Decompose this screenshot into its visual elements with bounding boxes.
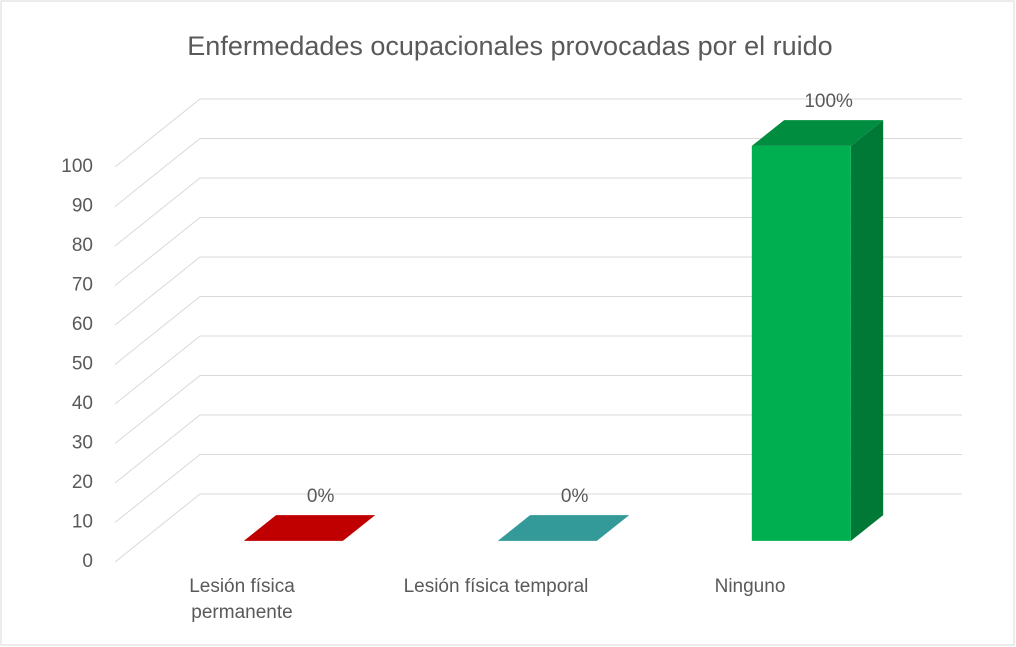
bar-front — [751, 145, 851, 541]
y-tick-label: 100 — [61, 156, 93, 177]
grid-line — [114, 98, 962, 168]
grid-line — [114, 296, 962, 365]
grid-line — [114, 454, 962, 523]
y-tick-label: 20 — [72, 472, 93, 493]
value-label: 100% — [804, 91, 853, 112]
bar-top — [497, 515, 630, 541]
x-tick-label: Lesión física temporal — [403, 576, 589, 597]
y-tick-label: 90 — [72, 196, 93, 217]
grid-line — [114, 256, 962, 326]
y-tick-label: 10 — [72, 512, 93, 533]
x-tick-label: Ninguno — [714, 576, 786, 597]
y-tick-label: 30 — [72, 433, 93, 454]
grid-line — [114, 335, 962, 405]
y-tick-label: 50 — [72, 354, 93, 375]
y-tick-label: 0 — [82, 551, 93, 572]
y-tick-label: 80 — [72, 235, 93, 256]
value-label: 0% — [307, 486, 335, 507]
grid-line — [114, 375, 962, 444]
grid-line — [114, 138, 962, 207]
bar-side — [850, 120, 884, 541]
grid-line — [114, 414, 962, 484]
y-tick-label: 40 — [72, 393, 93, 414]
chart-title: Enfermedades ocupacionales provocadas po… — [187, 31, 832, 61]
grid-line — [114, 493, 962, 563]
x-tick-label: Lesión física permanente — [189, 576, 295, 623]
bar-top — [243, 515, 376, 541]
bar-top — [751, 120, 884, 146]
value-label: 0% — [561, 486, 589, 507]
grid-line — [114, 177, 962, 247]
y-tick-label: 70 — [72, 275, 93, 296]
grid-line — [114, 217, 962, 286]
y-tick-label: 60 — [72, 314, 93, 335]
